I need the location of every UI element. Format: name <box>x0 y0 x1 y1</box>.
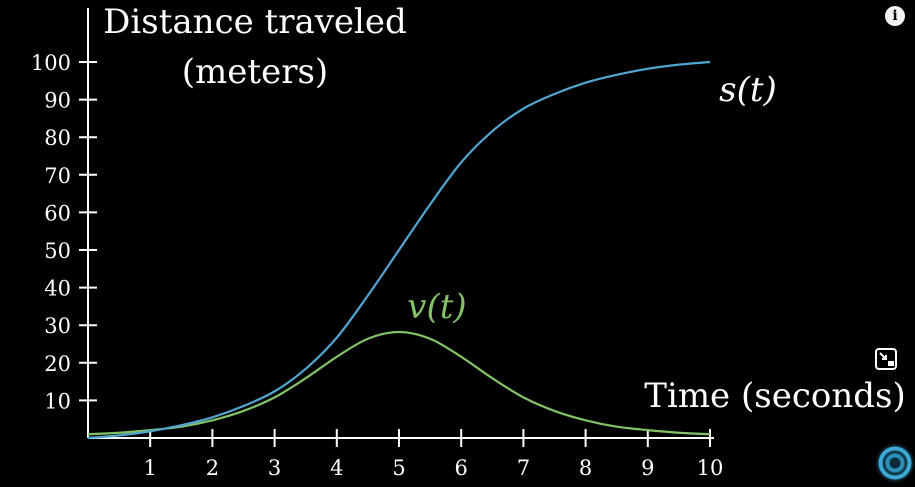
x-axis-label: Time (seconds) <box>644 376 905 416</box>
y-axis-label-line-1: Distance traveled <box>103 2 407 42</box>
y-tick-label: 20 <box>44 352 71 376</box>
x-tick-label: 8 <box>579 456 592 480</box>
labels: Distance traveled (meters) Time (seconds… <box>103 2 906 416</box>
y-tick-label: 70 <box>44 164 71 188</box>
x-tick-label: 1 <box>144 456 157 480</box>
y-tick-label: 30 <box>44 314 71 338</box>
info-icon[interactable]: i <box>885 6 905 26</box>
x-tick-label: 7 <box>517 456 530 480</box>
channel-avatar[interactable] <box>876 444 914 482</box>
x-tick-label: 4 <box>330 456 343 480</box>
y-tick-label: 90 <box>44 89 71 113</box>
x-tick-label: 10 <box>697 456 724 480</box>
x-tick-label: 3 <box>268 456 281 480</box>
axes <box>87 8 714 439</box>
series-line-v <box>87 330 711 436</box>
series-label-v: v(t) <box>407 287 466 327</box>
y-axis-label-line-2: (meters) <box>182 52 328 92</box>
series-line-s <box>87 60 711 440</box>
y-tick-label: 40 <box>44 277 71 301</box>
y-tick-label: 80 <box>44 126 71 150</box>
x-tick-label: 5 <box>392 456 405 480</box>
ticks: 1 2 3 4 5 6 7 8 9 10 10 20 30 40 50 60 70 80 90 100 <box>31 51 723 480</box>
x-tick-label: 6 <box>455 456 468 480</box>
x-tick-label: 9 <box>641 456 654 480</box>
miniplayer-icon[interactable] <box>873 346 899 372</box>
y-tick-label: 50 <box>44 239 71 263</box>
y-tick-label: 60 <box>44 201 71 225</box>
y-tick-label: 10 <box>44 389 71 413</box>
series <box>87 60 711 440</box>
x-tick-label: 2 <box>206 456 219 480</box>
y-tick-label: 100 <box>31 51 71 75</box>
series-label-s: s(t) <box>719 70 777 110</box>
